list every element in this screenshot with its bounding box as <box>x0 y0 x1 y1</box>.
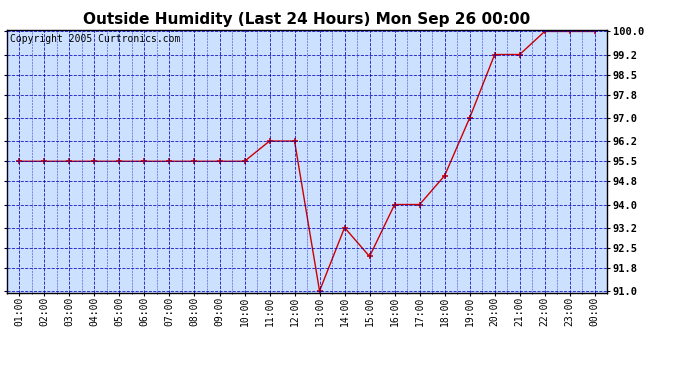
Title: Outside Humidity (Last 24 Hours) Mon Sep 26 00:00: Outside Humidity (Last 24 Hours) Mon Sep… <box>83 12 531 27</box>
Text: Copyright 2005 Curtronics.com: Copyright 2005 Curtronics.com <box>10 34 180 44</box>
